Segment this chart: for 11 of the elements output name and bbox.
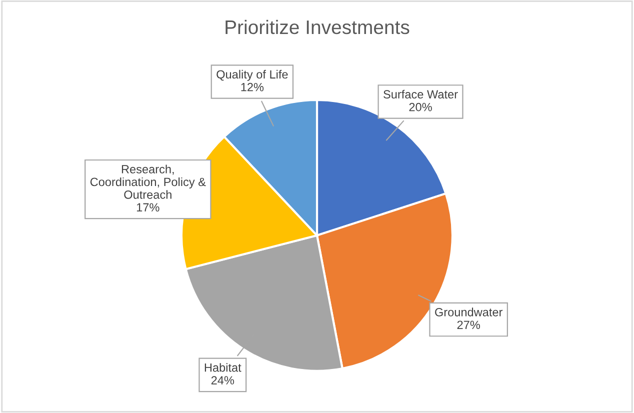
data-label: 12%: [241, 82, 264, 92]
slice-label: Research, Coordination, Policy & Outreach: [90, 164, 206, 199]
data-label: 27%: [457, 320, 480, 330]
slice-label: Quality of Life: [216, 70, 288, 81]
slice-label: Groundwater: [435, 308, 503, 316]
slice-label: Habitat: [204, 363, 242, 372]
data-label: 17%: [136, 203, 160, 212]
data-label: 24%: [211, 376, 234, 384]
slice-label: Surface Water: [384, 90, 458, 99]
chart-title: Prioritize Investments: [226, 20, 410, 34]
data-label: 20%: [409, 102, 432, 112]
